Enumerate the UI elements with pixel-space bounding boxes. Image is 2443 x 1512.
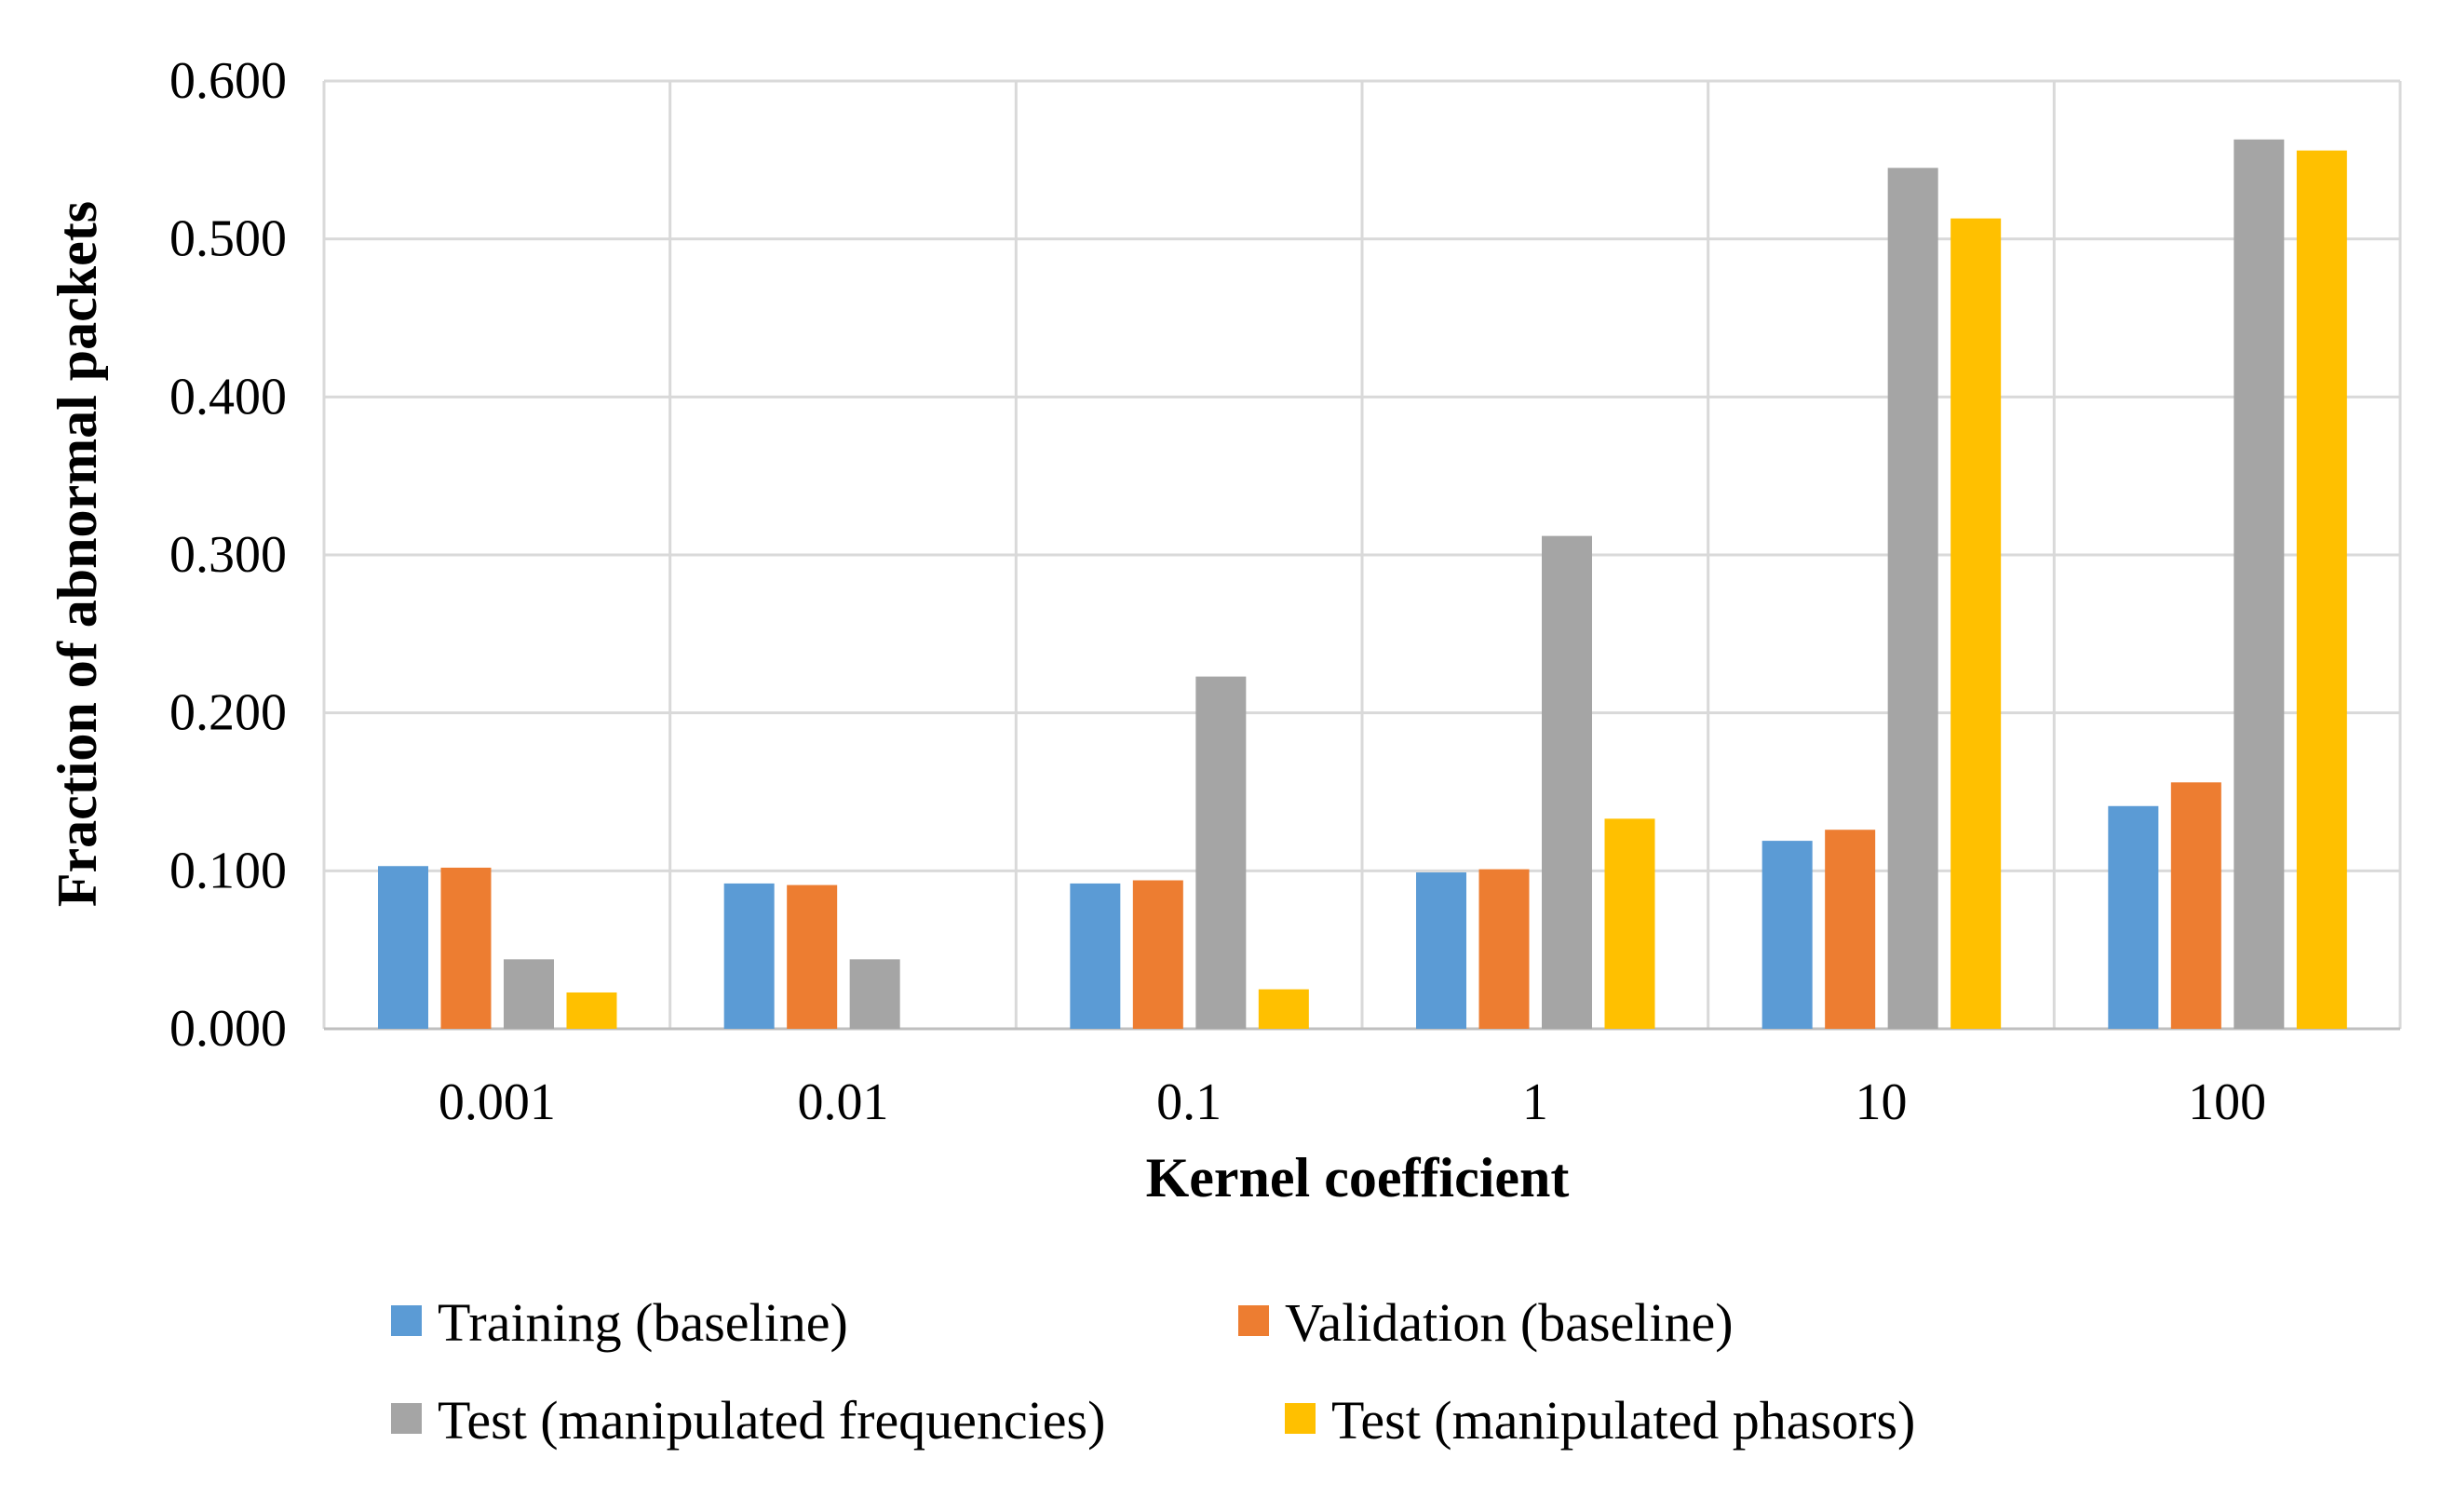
y-tick-label: 0.600 <box>169 52 287 110</box>
bar-4-0.001 <box>566 992 617 1029</box>
legend-swatch-4 <box>1285 1403 1316 1434</box>
legend-label-2: Validation (baseline) <box>1285 1292 1734 1353</box>
x-tick-label: 0.1 <box>1156 1073 1222 1131</box>
legend: Training (baseline) Validation (baseline)… <box>391 1292 1915 1451</box>
bar-4-0.1 <box>1258 989 1309 1029</box>
bar-1-0.01 <box>723 883 775 1029</box>
bar-1-100 <box>2108 805 2159 1029</box>
x-tick-label: 100 <box>2188 1073 2266 1131</box>
legend-label-4: Test (manipulated phasors) <box>1331 1390 1915 1451</box>
bar-2-100 <box>2170 782 2221 1029</box>
y-axis-title: Fraction of abnormal packets <box>47 201 108 907</box>
y-tick-label: 0.400 <box>169 368 287 425</box>
y-axis-ticks: 0.000 0.100 0.200 0.300 0.400 0.500 0.600 <box>169 52 287 1058</box>
legend-swatch-1 <box>391 1305 422 1336</box>
legend-label-1: Training (baseline) <box>438 1292 848 1353</box>
x-tick-label: 0.01 <box>798 1073 889 1131</box>
x-tick-label: 1 <box>1522 1073 1548 1131</box>
legend-label-3: Test (manipulated frequencies) <box>438 1390 1105 1451</box>
bar-2-10 <box>1825 830 1876 1029</box>
x-axis-title: Kernel coefficient <box>1146 1147 1570 1208</box>
bar-4-100 <box>2296 150 2347 1030</box>
bar-2-0.01 <box>787 884 838 1029</box>
bar-1-0.1 <box>1070 883 1121 1029</box>
bar-2-0.1 <box>1132 880 1183 1029</box>
bar-4-1 <box>1604 818 1655 1029</box>
y-tick-label: 0.000 <box>169 1000 287 1058</box>
bar-3-100 <box>2234 139 2285 1029</box>
bar-2-0.001 <box>440 867 492 1029</box>
bar-3-0.1 <box>1195 676 1247 1029</box>
x-tick-label: 10 <box>1856 1073 1908 1131</box>
bar-3-1 <box>1542 535 1592 1029</box>
bar-1-10 <box>1761 841 1813 1029</box>
x-tick-label: 0.001 <box>439 1073 556 1131</box>
bar-1-0.001 <box>378 866 428 1029</box>
grid-lines <box>322 79 2402 1031</box>
bar-3-10 <box>1887 168 1938 1030</box>
bar-3-0.01 <box>849 959 900 1029</box>
bar-1-1 <box>1416 872 1466 1029</box>
bar-2-1 <box>1478 869 1530 1029</box>
y-tick-label: 0.200 <box>169 684 287 742</box>
bar-4-10 <box>1950 218 2002 1030</box>
bars <box>378 139 2347 1030</box>
y-tick-label: 0.500 <box>169 210 287 268</box>
y-tick-label: 0.100 <box>169 842 287 899</box>
y-tick-label: 0.300 <box>169 526 287 584</box>
x-axis-ticks: 0.001 0.01 0.1 1 10 100 <box>439 1073 2266 1131</box>
legend-swatch-3 <box>391 1403 422 1434</box>
bar-3-0.001 <box>504 959 554 1029</box>
legend-swatch-2 <box>1238 1305 1269 1336</box>
